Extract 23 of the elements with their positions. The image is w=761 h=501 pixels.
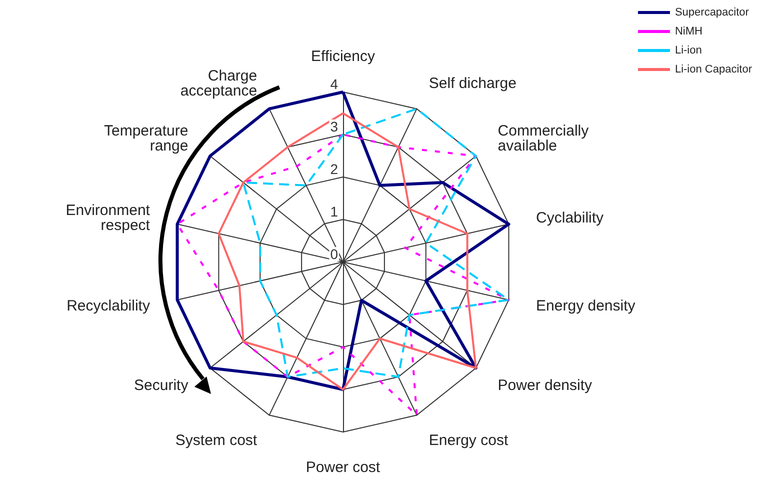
legend-label: NiMH xyxy=(674,26,703,38)
y-tick-label: 2 xyxy=(330,161,338,177)
spoke-label: Self dicharge xyxy=(428,75,516,92)
y-tick-label: 1 xyxy=(330,204,338,220)
y-tick-label: 4 xyxy=(330,76,338,92)
spoke-label: Environment respect xyxy=(66,202,151,234)
legend-label: Li-ion xyxy=(674,44,702,56)
spoke-label: Recyclability xyxy=(66,298,150,315)
spoke-label: Security xyxy=(134,376,189,394)
spoke-label: Energy cost xyxy=(428,432,509,449)
y-tick-label: 0 xyxy=(330,246,338,262)
spoke-label: Power density xyxy=(498,376,593,394)
spoke-label: Efficiency xyxy=(311,48,376,65)
spoke-label: Commercially available xyxy=(498,122,590,155)
legend-label: Li-ion Capacitor xyxy=(674,64,752,76)
spoke-label: Energy density xyxy=(536,298,636,315)
spoke-label: Charge acceptance xyxy=(180,68,258,100)
spoke-label: System cost xyxy=(175,432,258,449)
spoke-label: Cyclability xyxy=(536,209,604,226)
legend-label: Supercapacitor xyxy=(674,6,750,18)
y-tick-label: 3 xyxy=(330,118,338,134)
spoke-label: Temperature range xyxy=(104,122,188,155)
spoke-label: Power cost xyxy=(306,459,381,476)
